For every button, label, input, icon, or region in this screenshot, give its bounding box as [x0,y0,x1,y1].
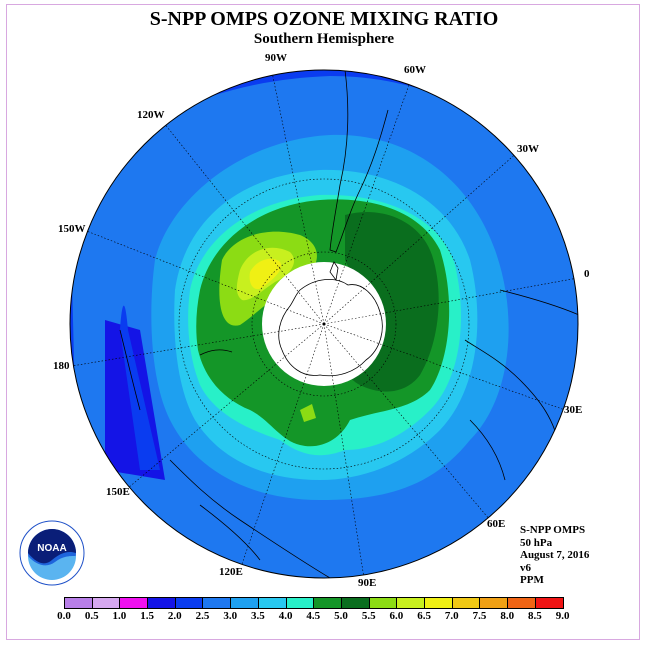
level-6.5 [249,258,282,290]
lon-label-30w: 30W [517,143,539,155]
info-panel: S-NPP OMPS 50 hPa August 7, 2016 v6 PPM [520,524,589,587]
australia-coastline [169,459,331,578]
colorbar-tick-label: 7.0 [444,610,459,622]
colorbar-segment [258,598,287,608]
lon-label-90e: 90E [358,577,377,589]
colorbar-segment [314,598,342,608]
colorbar-tick-label: 5.0 [334,610,348,622]
colorbar-labels: 0.0 0.5 1.0 1.5 2.0 2.5 3.0 3.5 4.0 4.5 5.0 5.5 6.0 6… [0,610,648,624]
logo-text: NOAA [37,543,66,554]
lon-label-120e: 120E [219,566,243,578]
colorbar-segment [203,598,232,608]
antarctica-coastline [278,261,383,377]
colorbar-tick-label: 3.5 [251,610,265,622]
info-level: 50 hPa [520,536,553,549]
lon-label-150e: 150E [106,486,130,498]
lon-label-150w: 150W [58,223,86,235]
colorbar-tick-label: 3.0 [223,610,238,622]
colorbar-tick-label: 7.5 [472,610,487,622]
colorbar-tick-label: 8.0 [500,610,515,622]
map-boundary [69,69,579,579]
colorbar-segment [369,598,398,608]
ozone-field [70,70,578,578]
info-instrument: S-NPP OMPS [520,524,586,536]
colorbar-tick-label: 0.0 [57,610,71,622]
colorbar-segment [480,598,508,608]
colorbar-tick-label: 6.0 [389,610,404,622]
colorbar-segment [341,598,370,608]
graticule [71,71,578,578]
colorbar-segment [120,598,149,608]
figure-frame [6,4,640,640]
colorbar-segment [148,598,176,608]
new-zealand-coastline [119,329,233,411]
lon-label-60e: 60E [487,518,506,530]
colorbar-segment [535,598,564,608]
colorbar-segment [286,598,315,608]
noaa-logo: NOAA [19,520,85,586]
info-units: PPM [520,574,544,586]
lon-label-60w: 60W [404,64,426,76]
colorbar-tick-label: 1.0 [112,610,127,622]
south-america-coastline [329,70,389,253]
lon-label-30e: 30E [564,404,583,416]
south-pole-marker [322,322,326,326]
colorbar-tick-label: 9.0 [555,610,570,622]
colorbar-segment [452,598,481,608]
colorbar-tick-label: 4.5 [306,610,321,622]
colorbar-tick-label: 5.5 [361,610,376,622]
colorbar-tick-label: 2.0 [167,610,182,622]
colorbar-tick-label: 2.5 [195,610,210,622]
map-subtitle: Southern Hemisphere [253,31,395,47]
info-date: August 7, 2016 [520,549,590,561]
lon-label-120w: 120W [137,109,165,121]
map-title: S-NPP OMPS OZONE MIXING RATIO [149,8,499,30]
colorbar-segment [231,598,259,608]
info-version: v6 [520,561,531,574]
colorbar-tick-label: 8.5 [528,610,542,622]
colorbar-segment [424,598,453,608]
colorbar-segment [508,598,536,608]
africa-coastline [464,289,578,481]
lon-label-180: 180 [53,360,70,372]
colorbar-segment [175,598,204,608]
colorbar-tick-label: 4.0 [278,610,293,622]
colorbar-segment [397,598,425,608]
colorbar-tick-label: 1.5 [140,610,154,622]
level-5.5-south [300,404,316,422]
lon-label-90w: 90W [265,52,287,64]
colorbar-segment [92,598,121,608]
lon-label-0: 0 [584,268,590,280]
colorbar-tick-label: 0.5 [84,610,99,622]
colorbar-tick-label: 6.5 [417,610,431,622]
colorbar-segment [65,598,93,608]
colorbar [64,597,565,609]
